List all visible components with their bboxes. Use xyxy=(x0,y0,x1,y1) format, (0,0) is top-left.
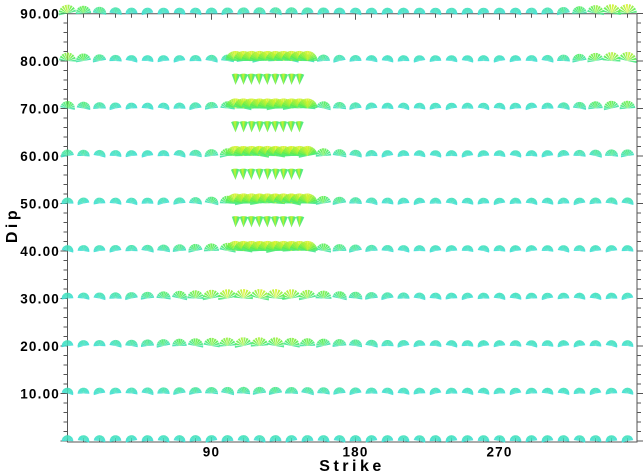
tick-marks xyxy=(60,13,643,442)
glyph-row-dip-60 xyxy=(61,146,635,158)
plot-frame xyxy=(67,13,638,443)
glyph-row-dip-10 xyxy=(61,386,634,396)
glyph-cluster-dip-70 xyxy=(225,98,318,109)
x-tick-label: 90 xyxy=(203,445,220,460)
y-tick-label: 80.00 xyxy=(20,54,60,69)
tick-labels: 90.00 80.00 70.00 60.00 50.00 40.00 30.00 20.00… xyxy=(20,7,512,460)
y-tick-label: 30.00 xyxy=(20,292,60,307)
glyph-cluster-dip-50 xyxy=(225,193,318,204)
glyph-row-dip-80 xyxy=(59,51,637,63)
y-tick-label: 60.00 xyxy=(20,149,60,164)
x-tick-label: 270 xyxy=(486,445,512,460)
y-tick-label: 90.00 xyxy=(20,7,60,22)
glyph-cluster-dip-40 xyxy=(225,240,318,252)
glyph-cone-row-dip-75 xyxy=(231,73,305,85)
glyph-layer xyxy=(58,4,637,443)
y-tick-label: 20.00 xyxy=(20,339,60,354)
y-tick-label: 70.00 xyxy=(20,102,60,117)
glyph-row-dip-50 xyxy=(61,194,634,206)
glyph-cone-row-dip-65 xyxy=(231,121,304,133)
glyph-row-dip-20 xyxy=(61,337,634,348)
x-tick-label: 180 xyxy=(342,445,368,460)
axes-layer: 90.00 80.00 70.00 60.00 50.00 40.00 30.00 20.00… xyxy=(20,7,643,460)
y-tick-label: 10.00 xyxy=(20,387,60,402)
glyph-row-dip-70 xyxy=(60,99,636,111)
glyph-row-dip-30 xyxy=(61,289,634,301)
glyph-cluster-dip-60 xyxy=(225,145,318,157)
y-tick-label: 40.00 xyxy=(20,244,60,259)
x-axis-title: Strike xyxy=(319,458,384,475)
glyph-cone-row-dip-45 xyxy=(231,216,305,228)
glyph-cluster-dip-80 xyxy=(225,50,318,62)
glyph-cone-row-dip-55 xyxy=(230,168,304,180)
glyph-row-dip-40 xyxy=(61,241,634,253)
y-tick-label: 50.00 xyxy=(20,197,60,212)
glyph-row-dip-0 xyxy=(61,435,634,443)
y-axis-title: Dip xyxy=(4,207,21,243)
glyph-row-dip-90 xyxy=(58,4,637,16)
